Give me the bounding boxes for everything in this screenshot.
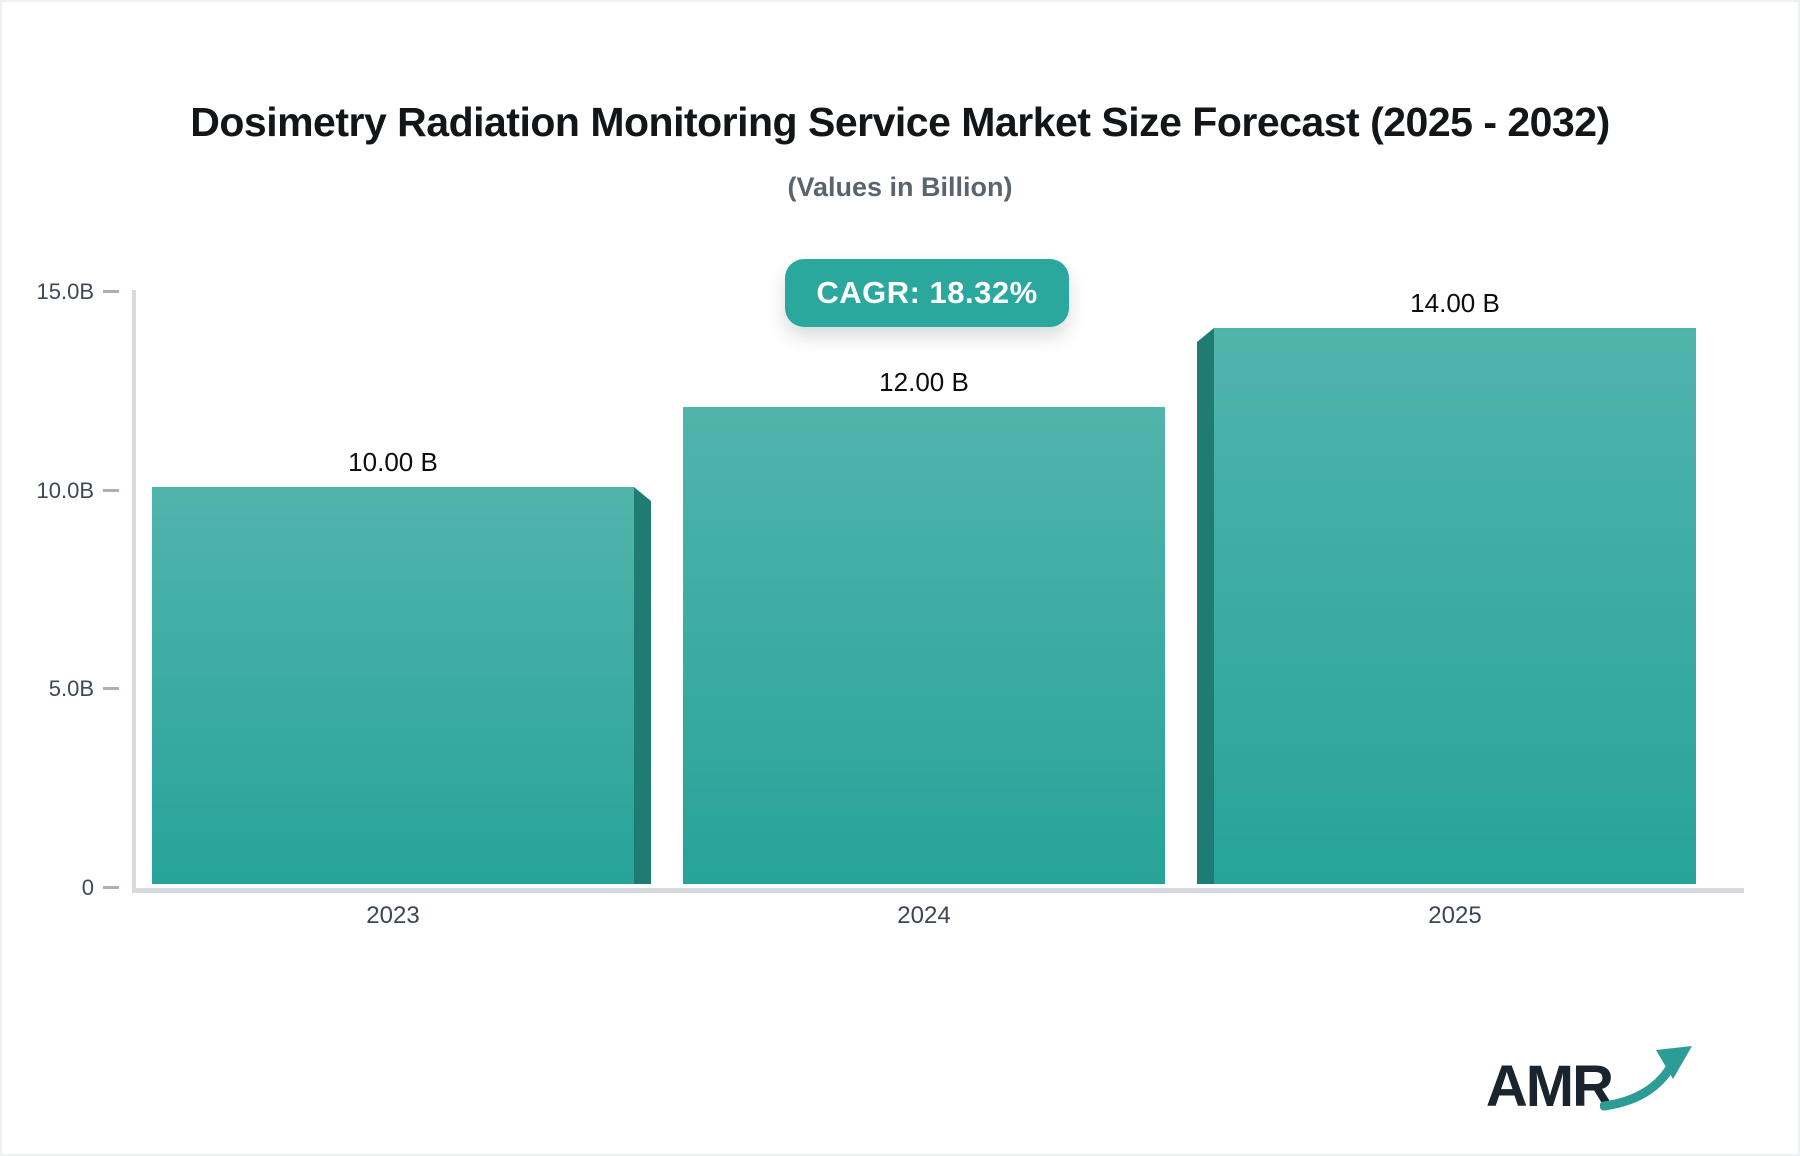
x-category-label: 2023 — [366, 902, 420, 929]
amr-logo: AMR — [1486, 1040, 1700, 1116]
chart-subtitle: (Values in Billion) — [787, 172, 1013, 202]
y-tick-mark — [103, 290, 119, 293]
bar-side-face — [634, 487, 651, 884]
y-tick-mark — [103, 488, 119, 492]
y-tick-label: 5.0B — [48, 676, 94, 702]
y-tick-mark — [103, 687, 119, 691]
bar-value-label: 12.00 B — [879, 367, 969, 397]
y-tick-label: 15.0B — [36, 279, 95, 304]
y-tick-mark — [103, 886, 119, 889]
bar — [683, 407, 1165, 884]
x-category-label: 2024 — [897, 902, 951, 929]
x-category-label: 2025 — [1428, 902, 1482, 929]
logo-text: AMR — [1485, 1054, 1614, 1119]
logo-arrow-icon — [1600, 1046, 1692, 1111]
bar — [1214, 328, 1696, 884]
chart-title: Dosimetry Radiation Monitoring Service M… — [190, 99, 1610, 145]
cagr-badge: CAGR: 18.32% — [785, 259, 1069, 327]
y-tick-label: 10.0B — [36, 477, 95, 503]
bar — [152, 487, 634, 884]
bar-side-face — [1197, 328, 1214, 884]
bar-value-label: 10.00 B — [348, 447, 438, 477]
y-axis-line — [132, 290, 136, 892]
y-tick-label: 0 — [81, 875, 94, 900]
x-axis-line — [132, 888, 1744, 893]
bar-value-label: 14.00 B — [1410, 288, 1500, 318]
